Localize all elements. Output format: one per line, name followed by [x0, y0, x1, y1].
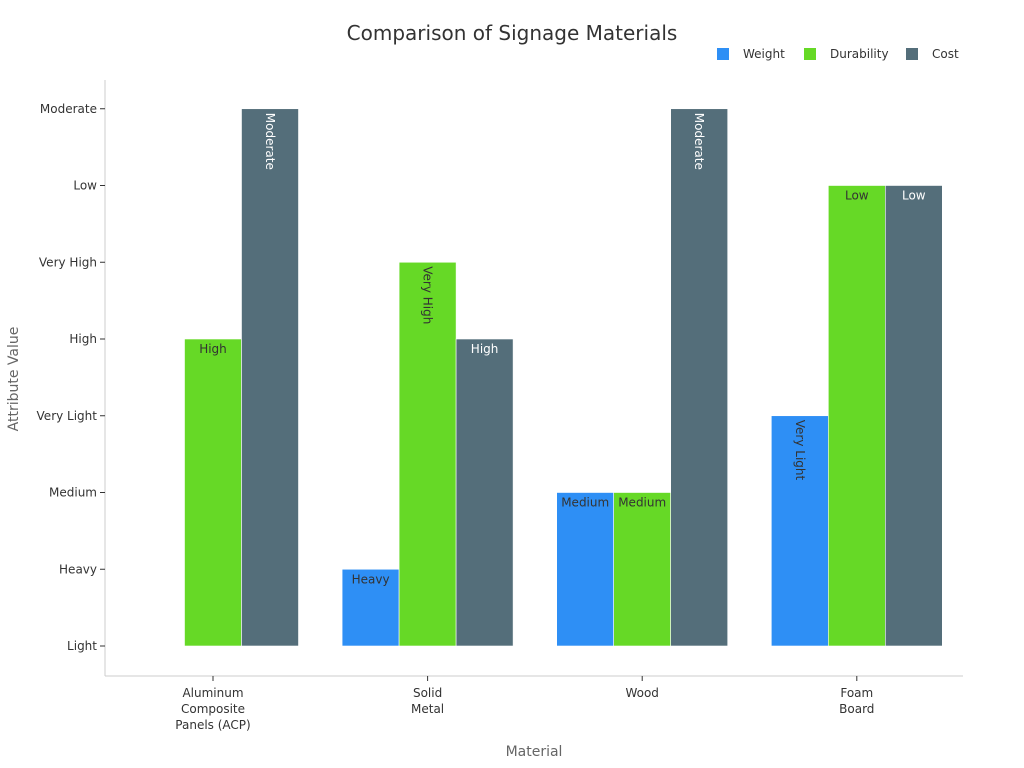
bar-data-label: High [471, 342, 499, 356]
bar-data-label: Very Light [793, 420, 807, 481]
bar-cost [884, 185, 943, 647]
y-tick-label: Low [73, 179, 97, 193]
x-tick-label-line: Aluminum [182, 686, 243, 700]
bar-data-label: Low [902, 189, 926, 203]
bar-durability [827, 185, 886, 647]
x-tick-label: Foam Board [839, 686, 874, 716]
legend[interactable]: Weight Durability Cost [717, 47, 959, 61]
x-tick-label: Wood [625, 686, 658, 700]
bar-data-label: Moderate [692, 113, 706, 170]
bar-data-label: Low [845, 189, 869, 203]
bar-data-label: Medium [618, 496, 666, 510]
y-tick-label: High [69, 332, 97, 346]
bar-data-label: High [199, 342, 227, 356]
bar-weight [556, 492, 615, 647]
bar-durability [613, 492, 672, 647]
y-axis-title: Attribute Value [6, 327, 22, 432]
x-tick-label-line: Foam [840, 686, 873, 700]
x-tick-label-line: Composite [181, 702, 245, 716]
x-axis-title: Material [506, 744, 563, 760]
y-tick-label: Very High [39, 255, 97, 269]
y-tick-label: Moderate [40, 102, 97, 116]
legend-swatch-weight[interactable] [717, 48, 729, 60]
y-tick-label: Very Light [37, 409, 98, 423]
y-axis-ticks: Light Heavy Medium Very Light High Very High L… [37, 102, 105, 653]
x-tick-label-line: Board [839, 702, 874, 716]
legend-swatch-durability[interactable] [804, 48, 816, 60]
x-tick-label: Aluminum Composite Panels (ACP) [175, 686, 250, 732]
bar-cost [670, 108, 729, 647]
bar-cost [241, 108, 299, 647]
x-tick-label-line: Solid [413, 686, 442, 700]
bar-data-label: Moderate [263, 113, 277, 170]
bar-data-label: Medium [561, 496, 609, 510]
x-tick-label-line: Wood [625, 686, 658, 700]
bar-data-label: Heavy [352, 572, 390, 586]
bar-durability [184, 338, 242, 647]
x-axis-ticks: Aluminum Composite Panels (ACP) Solid Metal W… [175, 676, 874, 732]
y-tick-label: Heavy [59, 562, 97, 576]
legend-label-cost[interactable]: Cost [932, 47, 959, 61]
legend-swatch-cost[interactable] [906, 48, 918, 60]
chart-title: Comparison of Signage Materials [347, 21, 678, 45]
x-tick-label: Solid Metal [411, 686, 444, 716]
y-tick-label: Medium [49, 486, 97, 500]
y-tick-label: Light [67, 639, 97, 653]
bars: High Moderate Heavy Very High High Medium Medi… [184, 108, 943, 647]
legend-label-weight[interactable]: Weight [743, 47, 785, 61]
bar-cost [455, 338, 514, 647]
x-tick-label-line: Metal [411, 702, 444, 716]
bar-weight [770, 415, 829, 647]
x-tick-label-line: Panels (ACP) [175, 718, 250, 732]
legend-label-durability[interactable]: Durability [830, 47, 889, 61]
bar-data-label: Very High [421, 266, 435, 324]
